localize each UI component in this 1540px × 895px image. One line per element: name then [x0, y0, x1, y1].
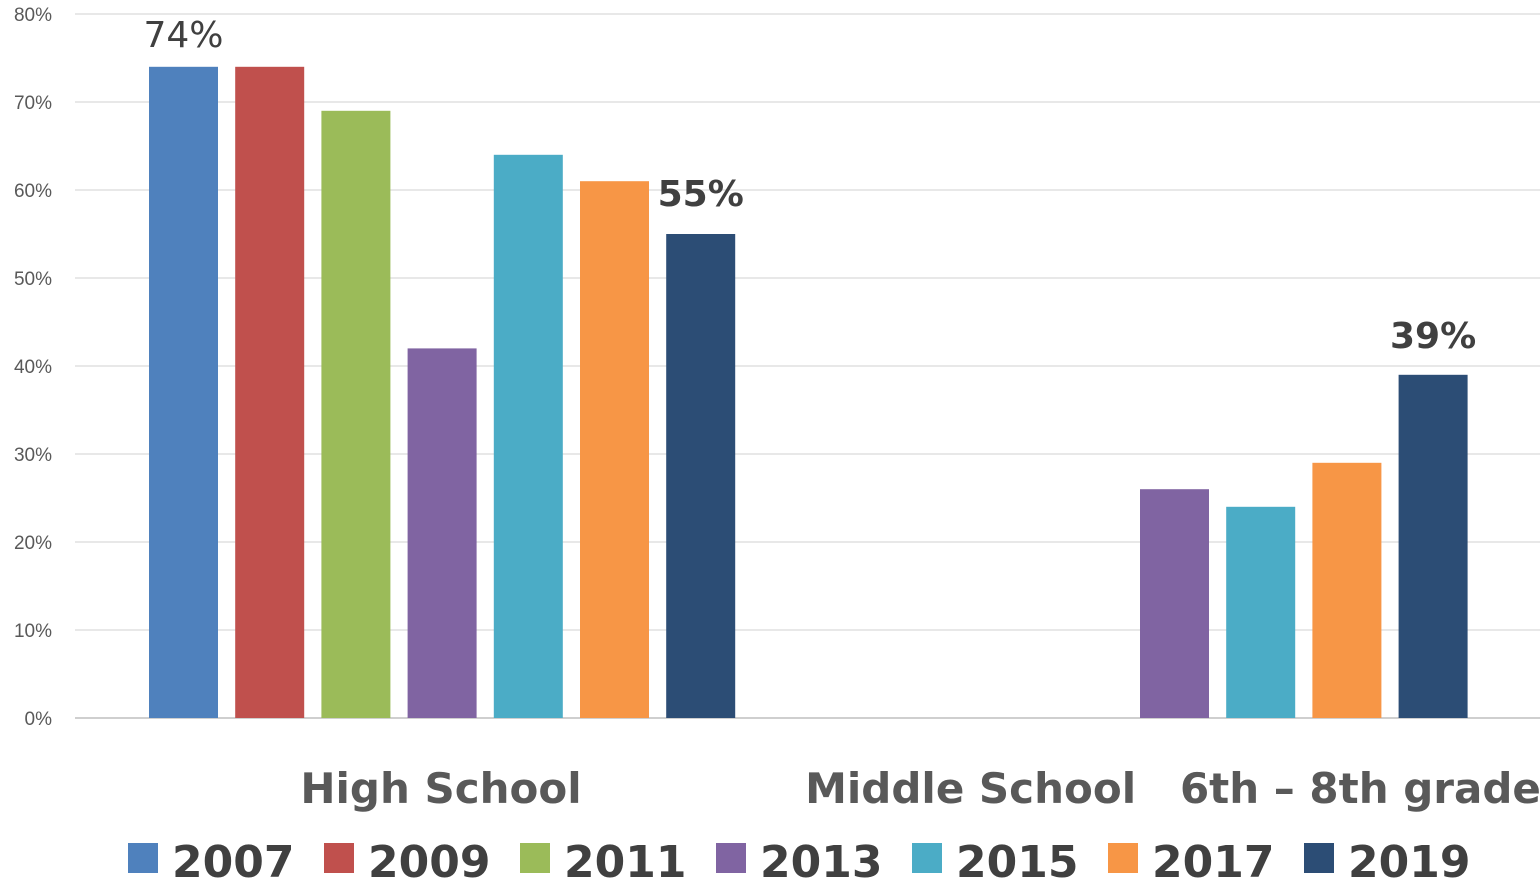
- bar-2017-middle-school: [1312, 462, 1382, 718]
- legend-swatch: [716, 843, 746, 873]
- legend-item: 2011: [520, 837, 686, 888]
- category-label: Middle School 6th – 8th grade: [805, 764, 1540, 813]
- data-label: 55%: [658, 174, 744, 215]
- bar-2019-high-school: [666, 234, 736, 718]
- legend-label: 2015: [956, 837, 1078, 888]
- category-label: High School: [300, 764, 581, 813]
- y-tick-label: 80%: [14, 5, 52, 26]
- bar-2015-middle-school: [1226, 506, 1296, 718]
- legend-item: 2019: [1304, 837, 1470, 888]
- legend-swatch: [1304, 843, 1334, 873]
- legend-swatch: [324, 843, 354, 873]
- legend-item: 2009: [324, 837, 490, 888]
- legend-item: 2015: [912, 837, 1078, 888]
- y-tick-label: 40%: [14, 357, 52, 378]
- legend-swatch: [912, 843, 942, 873]
- data-labels: 74% 55% 39%: [143, 15, 1476, 357]
- y-tick-label: 30%: [14, 445, 52, 466]
- data-label: 74%: [143, 15, 223, 56]
- bar-2011-high-school: [321, 110, 391, 719]
- gridlines: [75, 13, 1540, 719]
- bar-2015-high-school: [493, 154, 563, 719]
- legend-item: 2017: [1108, 837, 1274, 888]
- legend-swatch: [1108, 843, 1138, 873]
- y-tick-label: 0%: [25, 709, 53, 730]
- y-tick-label: 60%: [14, 181, 52, 202]
- y-tick-label: 20%: [14, 533, 52, 554]
- bar-2007-high-school: [149, 66, 218, 719]
- legend-label: 2007: [172, 837, 294, 888]
- y-tick-label: 70%: [14, 93, 52, 114]
- bar-2019-middle-school: [1398, 374, 1468, 718]
- legend-label: 2019: [1348, 837, 1470, 888]
- y-axis-ticks: 0% 10% 20% 30% 40% 50% 60% 70% 80%: [14, 5, 52, 730]
- bar-2017-high-school: [580, 181, 649, 718]
- legend-label: 2011: [564, 837, 686, 888]
- legend-swatch: [520, 843, 550, 873]
- legend-item: 2013: [716, 837, 882, 888]
- data-label: 39%: [1390, 316, 1476, 357]
- y-tick-label: 10%: [14, 621, 52, 642]
- bar-2013-middle-school: [1140, 489, 1209, 718]
- bar-2013-high-school: [407, 348, 477, 718]
- bars: [149, 66, 1468, 719]
- bar-2009-high-school: [235, 66, 305, 719]
- x-axis-categories: High School Middle School 6th – 8th grade: [300, 764, 1540, 813]
- legend-label: 2009: [368, 837, 490, 888]
- legend: 2007 2009 2011 2013 2015 2017 2019: [128, 837, 1470, 888]
- y-tick-label: 50%: [14, 269, 52, 290]
- legend-label: 2017: [1152, 837, 1274, 888]
- legend-swatch: [128, 843, 158, 873]
- legend-item: 2007: [128, 837, 294, 888]
- legend-label: 2013: [760, 837, 882, 888]
